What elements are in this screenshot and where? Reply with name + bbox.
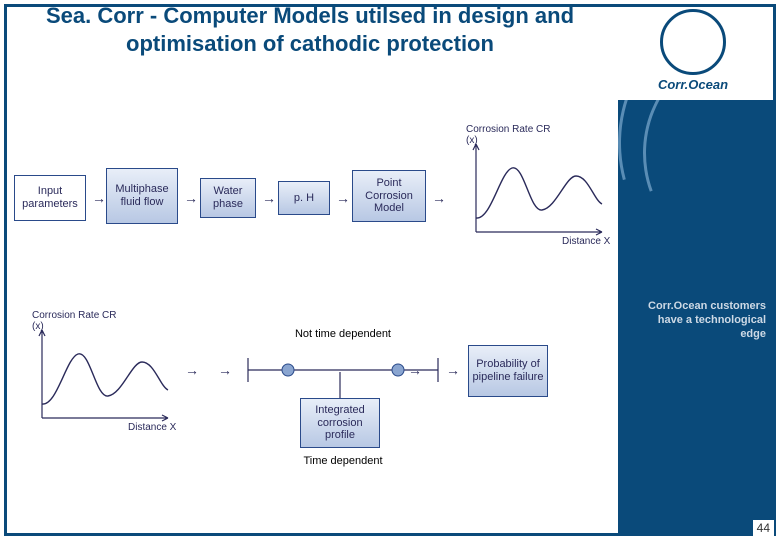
flow-box-4: Point Corrosion Model — [352, 170, 426, 222]
time-segment — [228, 350, 458, 390]
chart-ylabel-top: Corrosion Rate CR (x) — [466, 124, 556, 146]
slide-title: Sea. Corr - Computer Models utilsed in d… — [20, 2, 600, 57]
chart-xlabel-bottom: Distance X — [128, 422, 176, 433]
flow-arrow-1: → — [184, 190, 198, 206]
flow-arrow-0: → — [92, 190, 106, 206]
segment-arrow-out: → — [446, 362, 460, 378]
flow-box-3: p. H — [278, 181, 330, 215]
logo: Corr.Ocean — [613, 7, 773, 87]
flow-box-1: Multiphase fluid flow — [106, 168, 178, 224]
connector-down — [338, 372, 342, 400]
chart-xlabel-top: Distance X — [562, 236, 610, 247]
flow-box-0: Input parameters — [14, 175, 86, 221]
chart-bottom — [36, 324, 182, 432]
flow-arrow-2: → — [262, 190, 276, 206]
flow-arrow-3: → — [336, 190, 350, 206]
integrated-profile-box: Integrated corrosion profile — [300, 398, 380, 448]
tagline: Corr.Ocean customers have a technologica… — [636, 300, 766, 341]
chart-ylabel-bottom: Corrosion Rate CR (x) — [32, 310, 122, 332]
probability-box: Probability of pipeline failure — [468, 345, 548, 397]
segment-arrow-0: → — [218, 362, 232, 378]
segment-bottom-label: Time dependent — [283, 455, 403, 467]
flow-arrow-4: → — [432, 190, 446, 206]
flow-box-2: Water phase — [200, 178, 256, 218]
logo-text: Corr.Ocean — [613, 77, 773, 92]
chart-top — [470, 138, 616, 246]
logo-circle — [660, 9, 726, 75]
arrow-chart2-out: → — [185, 362, 199, 378]
page-number: 44 — [753, 520, 774, 536]
segment-top-label: Not time dependent — [283, 328, 403, 340]
segment-arrow-1: → — [408, 362, 422, 378]
